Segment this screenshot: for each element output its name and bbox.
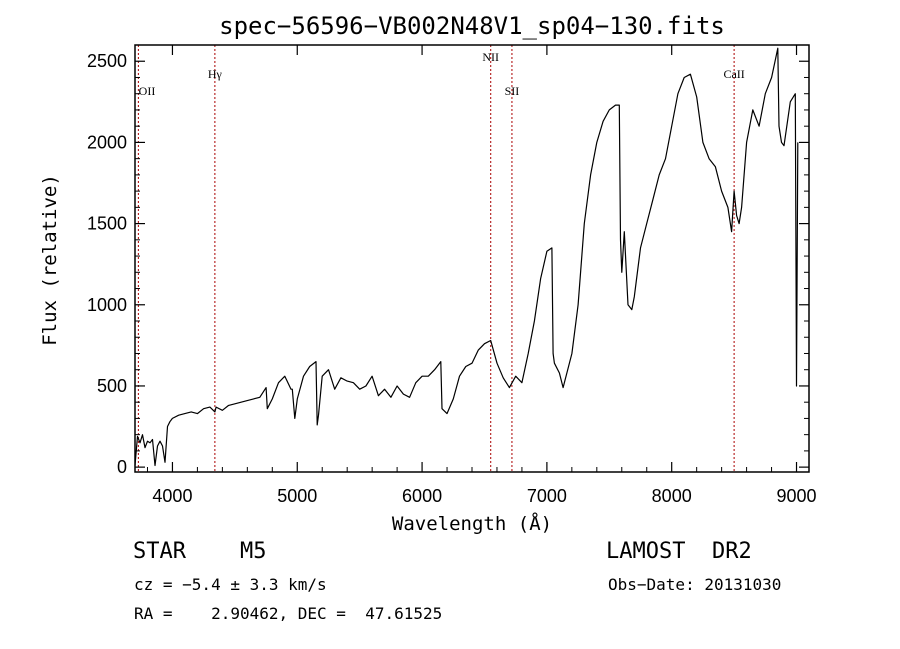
x-tick-label: 9000 [776,486,816,506]
marker-label: OII [139,84,156,98]
marker-label: Hγ [208,67,223,81]
emission-line-markers [137,45,735,472]
object-subclass: M5 [240,539,267,564]
survey-name: LAMOST DR2 [606,539,752,564]
x-axis-ticks: 4000 5000 6000 7000 8000 9000 [146,45,817,506]
x-tick-label: 4000 [152,486,192,506]
marker-label: CaII [723,67,744,81]
y-axis-label: Flux (relative) [39,174,61,346]
coordinates: RA = 2.90462, DEC = 47.61525 [134,604,443,623]
marker-label: NII [482,50,499,64]
chart-title: spec−56596−VB002N48V1_sp04−130.fits [219,12,725,40]
y-axis-ticks: 0 500 1000 1500 2000 2500 [87,51,809,477]
x-tick-label: 8000 [652,486,692,506]
x-tick-label: 7000 [527,486,567,506]
y-tick-label: 1500 [87,214,127,234]
y-tick-label: 2000 [87,132,127,152]
x-tick-label: 6000 [402,486,442,506]
x-tick-label: 5000 [277,486,317,506]
obs-date: Obs−Date: 20131030 [608,575,782,594]
emission-line-labels: OII Hγ NII SII CaII [139,50,745,98]
redshift-text: cz = −5.4 ± 3.3 km/s [134,575,327,594]
y-tick-label: 0 [117,457,127,477]
object-class: STAR [133,539,186,564]
y-tick-label: 500 [97,376,127,396]
spectrum-line [134,47,799,467]
x-axis-label: Wavelength (Å) [392,512,552,535]
y-tick-label: 2500 [87,51,127,71]
marker-label: SII [505,84,520,98]
y-tick-label: 1000 [87,295,127,315]
